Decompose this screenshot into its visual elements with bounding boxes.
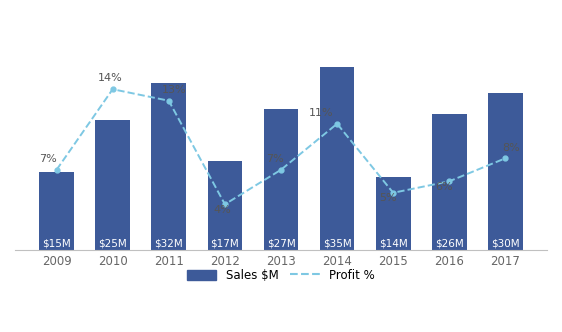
Text: 11%: 11%: [309, 108, 334, 118]
Text: $15M: $15M: [42, 238, 71, 248]
Text: 4%: 4%: [213, 205, 231, 215]
Text: $17M: $17M: [211, 238, 239, 248]
Text: $25M: $25M: [98, 238, 127, 248]
Text: $35M: $35M: [323, 238, 351, 248]
Bar: [96, 120, 130, 250]
Text: $14M: $14M: [379, 238, 407, 248]
Bar: [376, 177, 411, 250]
Text: $30M: $30M: [491, 238, 520, 248]
Bar: [320, 67, 355, 250]
Text: 5%: 5%: [379, 193, 396, 203]
Text: $32M: $32M: [155, 238, 183, 248]
Text: $26M: $26M: [435, 238, 464, 248]
Text: 7%: 7%: [266, 154, 284, 164]
Bar: [151, 83, 186, 250]
Legend: Sales $M, Profit %: Sales $M, Profit %: [182, 264, 380, 287]
Text: $27M: $27M: [266, 238, 296, 248]
Text: 13%: 13%: [162, 85, 187, 95]
Bar: [207, 161, 242, 250]
Bar: [39, 172, 74, 250]
Text: 8%: 8%: [502, 142, 520, 152]
Bar: [432, 114, 466, 250]
Text: 7%: 7%: [39, 154, 57, 164]
Bar: [264, 109, 298, 250]
Text: 14%: 14%: [97, 73, 123, 83]
Bar: [488, 93, 523, 250]
Text: 6%: 6%: [435, 182, 452, 192]
